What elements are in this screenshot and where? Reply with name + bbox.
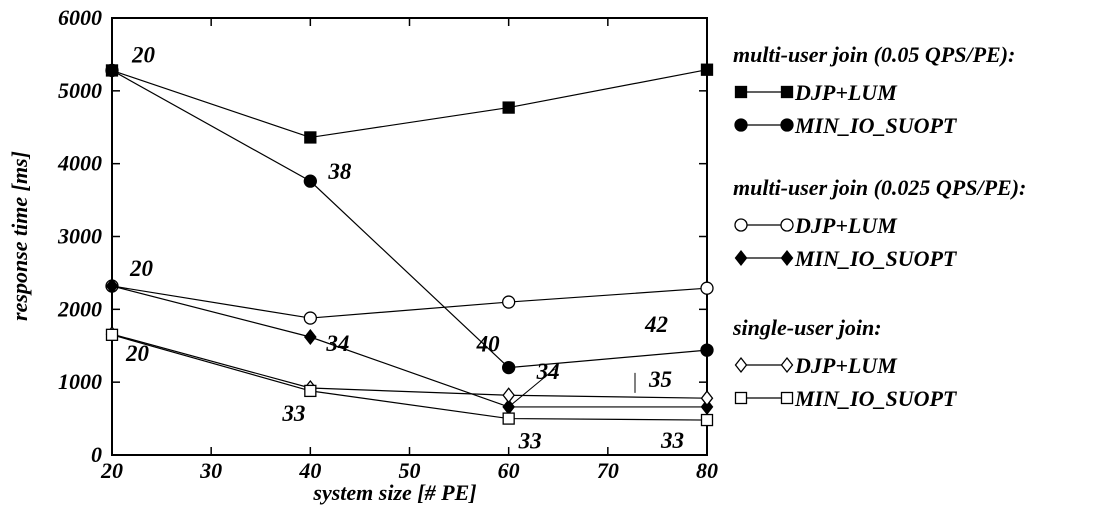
data-label: 35: [648, 367, 672, 392]
legend-marker: [780, 85, 794, 99]
data-label: 40: [476, 332, 501, 357]
legend-marker: [734, 356, 748, 374]
data-point: [502, 412, 515, 425]
series-line-4: [111, 333, 708, 399]
legend-label: DJP+LUM: [794, 213, 898, 238]
data-label: 33: [281, 401, 305, 426]
series-line-0: [111, 69, 708, 139]
series-line-2: [111, 285, 708, 319]
data-label: 20: [125, 341, 150, 366]
legend-label: MIN_IO_SUOPT: [794, 386, 958, 411]
data-point: [700, 281, 714, 295]
data-point: [105, 277, 119, 295]
y-tick-label: 4000: [57, 151, 102, 176]
legend-label: DJP+LUM: [794, 353, 898, 378]
data-label: 20: [131, 42, 156, 67]
data-point: [700, 343, 714, 357]
data-point: [700, 413, 714, 427]
legend: multi-user join (0.05 QPS/PE): DJP+LUM MIN…: [732, 42, 1026, 411]
legend-marker: [780, 249, 794, 267]
data-label: 20: [129, 256, 154, 281]
annotation-layer: 20 38 20 34 20 33 40 34 33 42 35 33: [125, 42, 684, 453]
data-point: [304, 131, 317, 144]
data-label: 34: [325, 331, 349, 356]
legend-group-title: multi-user join (0.05 QPS/PE):: [733, 42, 1015, 67]
y-tick-label: 6000: [58, 5, 102, 30]
x-tick-label: 30: [199, 458, 222, 483]
legend-marker: [734, 391, 748, 405]
legend-group-title: multi-user join (0.025 QPS/PE):: [733, 175, 1026, 200]
series-layer: [105, 63, 714, 427]
x-axis-label: system size [# PE]: [312, 480, 476, 505]
data-point: [502, 387, 515, 404]
data-label: 33: [518, 429, 542, 454]
y-axis-label: response time [ms]: [7, 151, 32, 321]
series-line-5: [111, 334, 708, 421]
data-point: [502, 360, 516, 375]
x-tick-label: 70: [597, 458, 619, 483]
legend-label: MIN_IO_SUOPT: [794, 113, 958, 138]
series-line-3: [111, 285, 707, 408]
data-label: 38: [327, 159, 352, 184]
legend-marker: [734, 118, 748, 132]
legend-label: DJP+LUM: [794, 80, 898, 105]
data-point: [502, 295, 516, 309]
x-tick-label: 50: [399, 458, 421, 483]
data-point: [105, 63, 119, 78]
y-tick-label: 3000: [57, 224, 102, 249]
legend-marker: [780, 218, 794, 232]
data-point: [700, 390, 714, 407]
data-label: 34: [536, 359, 560, 384]
data-point: [700, 63, 714, 76]
data-point: [303, 311, 317, 325]
legend-marker: [780, 356, 794, 374]
legend-group-title: single-user join:: [732, 315, 882, 340]
legend-label: MIN_IO_SUOPT: [794, 246, 958, 271]
data-point: [303, 174, 317, 188]
x-tick-label: 60: [498, 458, 520, 483]
x-tick-label: 20: [100, 458, 123, 483]
legend-marker: [780, 391, 794, 405]
x-tick-label: 80: [696, 458, 718, 483]
y-tick-label: 0: [91, 442, 102, 467]
data-point: [304, 328, 317, 346]
y-tick-label: 5000: [58, 78, 102, 103]
axis-ticks: 20 30 40 50 60 70 80 0 1000 2000 3000 4000 5000 6000: [57, 5, 718, 483]
data-point: [304, 384, 317, 398]
data-label: 42: [644, 312, 668, 337]
y-tick-label: 1000: [58, 369, 102, 394]
data-label: 33: [660, 428, 684, 453]
series-line-1: [111, 69, 708, 369]
data-point: [502, 101, 515, 114]
legend-marker: [734, 218, 748, 232]
annotation-leader: [508, 368, 555, 408]
plot-frame: [111, 17, 708, 456]
data-point: [105, 328, 119, 341]
y-tick-label: 2000: [57, 296, 102, 321]
legend-marker: [780, 118, 794, 132]
legend-marker: [734, 85, 748, 99]
legend-marker: [734, 249, 748, 267]
x-tick-label: 40: [298, 458, 321, 483]
